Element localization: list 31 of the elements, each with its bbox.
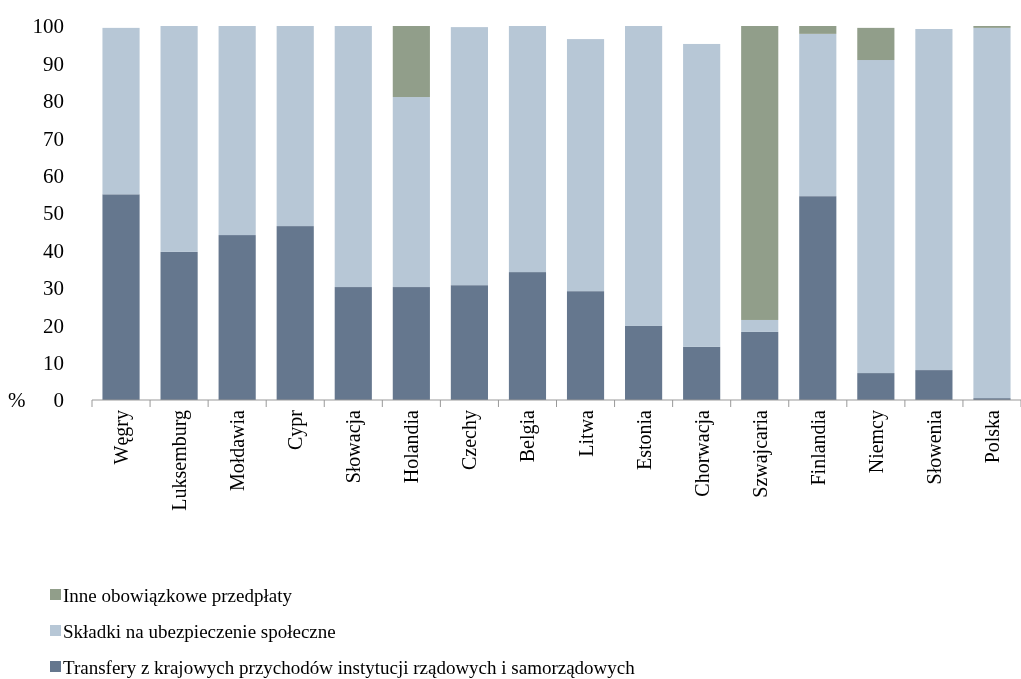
y-tick-label: 10 xyxy=(43,350,64,375)
y-tick-label: 60 xyxy=(43,163,64,188)
y-tick-label: 100 xyxy=(32,14,64,39)
x-tick-label: Słowenia xyxy=(922,409,945,485)
y-tick-label: 50 xyxy=(43,201,64,226)
x-tick-label: Mołdawia xyxy=(226,409,249,492)
y-tick-label: 0 xyxy=(53,388,64,413)
legend-label: Transfery z krajowych przychodów instytucji rządowych i samorządowych xyxy=(63,656,636,678)
x-tick-label: Chorwacja xyxy=(690,409,714,497)
y-tick-label: 80 xyxy=(43,89,64,114)
x-tick-label: Luksemburg xyxy=(168,410,192,511)
x-tick-label: Belgia xyxy=(516,409,540,463)
x-tick-label: Węgry xyxy=(110,410,134,465)
x-tick-label: Estonia xyxy=(632,409,655,470)
x-tick-label: Szwajcaria xyxy=(748,409,772,498)
x-tick-label: Cypr xyxy=(284,409,308,450)
y-tick-label: 20 xyxy=(43,313,64,338)
x-tick-label: Finlandia xyxy=(806,409,829,486)
y-axis-title: % xyxy=(8,388,26,413)
x-tick-label: Litwa xyxy=(574,409,597,457)
x-tick-label: Niemcy xyxy=(864,410,888,474)
x-tick-label: Czechy xyxy=(458,410,482,470)
y-tick-label: 30 xyxy=(43,276,64,301)
y-tick-label: 70 xyxy=(43,126,64,151)
y-tick-label: 40 xyxy=(43,238,64,263)
x-tick-label: Polska xyxy=(980,409,1003,464)
y-tick-label: 90 xyxy=(43,51,64,76)
x-tick-label: Holandia xyxy=(400,409,423,484)
legend-label: Inne obowiązkowe przedpłaty xyxy=(63,584,293,606)
x-tick-label: Słowacja xyxy=(342,409,366,484)
legend-label: Składki na ubezpieczenie społeczne xyxy=(63,620,336,642)
